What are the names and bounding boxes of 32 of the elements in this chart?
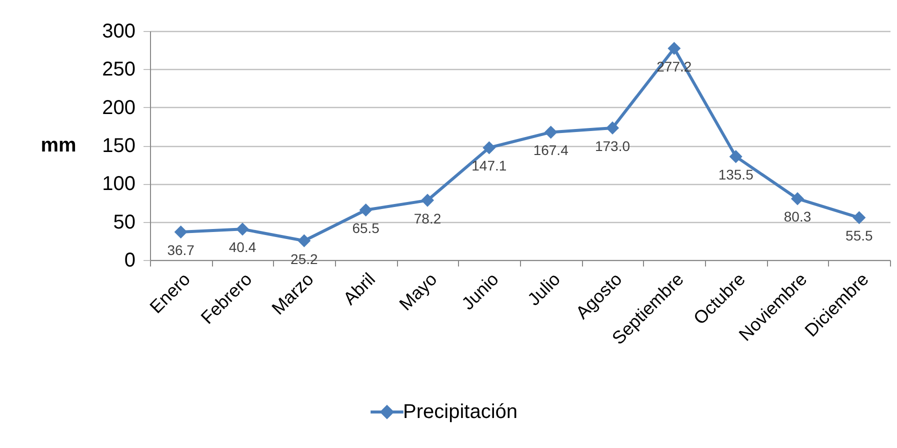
y-tick-label: 150 [102,135,136,157]
legend-label: Precipitación [403,401,518,423]
point [482,141,496,154]
point [174,225,188,239]
point [359,203,372,217]
y-axis-title: mm [40,134,76,156]
data-label: 40.4 [228,239,256,256]
data-label: 147.1 [472,158,507,174]
data-label: 135.5 [718,166,754,183]
data-label: 173.0 [594,138,630,154]
point [606,121,620,134]
y-tick-label: 100 [102,173,136,196]
y-tick-label: 200 [102,96,136,119]
point [668,42,681,55]
point [852,211,866,224]
y-tick-label: 300 [102,20,136,42]
data-label: 36.7 [167,242,195,258]
y-tick-label: 0 [124,250,136,272]
point [420,194,434,207]
point [544,126,558,139]
y-tick-label: 50 [113,211,136,234]
data-label: 167.4 [533,142,569,158]
data-label: 78.2 [414,210,442,226]
data-label: 80.3 [784,208,812,225]
data-label: 55.5 [846,228,874,244]
point [790,192,804,206]
point [729,150,742,164]
y-tick-label: 250 [102,58,136,81]
point [236,222,250,236]
data-label: 65.5 [352,220,380,236]
point [298,234,311,248]
x-tick-label: Julio [524,269,564,310]
